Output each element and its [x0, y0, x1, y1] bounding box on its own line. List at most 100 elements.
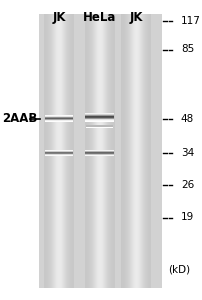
- Bar: [64, 14, 65, 288]
- Bar: [84, 121, 114, 122]
- Bar: [112, 14, 113, 288]
- Bar: [129, 14, 130, 288]
- Bar: [98, 14, 99, 288]
- Bar: [86, 14, 87, 288]
- Bar: [96, 14, 97, 288]
- Bar: [138, 14, 139, 288]
- Bar: [45, 14, 46, 288]
- Bar: [44, 14, 45, 288]
- Bar: [58, 14, 59, 288]
- Bar: [38, 14, 162, 288]
- Bar: [46, 14, 47, 288]
- Text: 48: 48: [180, 113, 193, 124]
- Bar: [92, 14, 93, 288]
- Bar: [90, 14, 91, 288]
- Bar: [109, 14, 110, 288]
- Bar: [53, 14, 54, 288]
- Bar: [95, 14, 96, 288]
- Bar: [100, 14, 101, 288]
- Bar: [50, 14, 51, 288]
- Bar: [65, 14, 66, 288]
- Bar: [51, 14, 52, 288]
- Bar: [69, 14, 70, 288]
- Bar: [70, 14, 71, 288]
- Bar: [134, 14, 135, 288]
- Bar: [124, 14, 125, 288]
- Bar: [68, 14, 69, 288]
- Bar: [102, 14, 103, 288]
- Bar: [127, 14, 128, 288]
- Text: HeLa: HeLa: [82, 11, 116, 24]
- Bar: [84, 112, 114, 113]
- Bar: [139, 14, 140, 288]
- Bar: [72, 14, 73, 288]
- Bar: [107, 14, 108, 288]
- Bar: [137, 14, 138, 288]
- Bar: [67, 14, 68, 288]
- Bar: [148, 14, 149, 288]
- Bar: [126, 14, 127, 288]
- Text: 2AAB: 2AAB: [2, 112, 37, 125]
- Bar: [125, 14, 126, 288]
- Bar: [60, 14, 61, 288]
- Bar: [130, 14, 131, 288]
- Bar: [63, 14, 64, 288]
- Text: JK: JK: [52, 11, 65, 24]
- Bar: [84, 115, 114, 116]
- Bar: [56, 14, 57, 288]
- Bar: [91, 14, 92, 288]
- Bar: [149, 14, 150, 288]
- Bar: [84, 119, 114, 120]
- Bar: [140, 14, 141, 288]
- Bar: [143, 14, 144, 288]
- Bar: [132, 14, 133, 288]
- Bar: [103, 14, 104, 288]
- Bar: [106, 14, 107, 288]
- Bar: [66, 14, 67, 288]
- Bar: [59, 14, 60, 288]
- Bar: [123, 14, 124, 288]
- Text: 19: 19: [180, 212, 193, 223]
- Bar: [84, 118, 114, 119]
- Bar: [128, 14, 129, 288]
- Bar: [89, 14, 90, 288]
- Bar: [93, 14, 94, 288]
- Bar: [110, 14, 111, 288]
- Bar: [84, 113, 114, 114]
- Text: JK: JK: [129, 11, 142, 24]
- Bar: [57, 14, 58, 288]
- Bar: [49, 14, 50, 288]
- Bar: [147, 14, 148, 288]
- Text: 85: 85: [180, 44, 193, 55]
- Bar: [73, 14, 74, 288]
- Bar: [135, 14, 136, 288]
- Bar: [94, 14, 95, 288]
- Bar: [84, 116, 114, 117]
- Bar: [87, 14, 88, 288]
- Bar: [108, 14, 109, 288]
- Bar: [131, 14, 132, 288]
- Bar: [136, 14, 137, 288]
- Bar: [85, 14, 86, 288]
- Bar: [104, 14, 105, 288]
- Bar: [84, 114, 114, 115]
- Bar: [142, 14, 143, 288]
- Bar: [111, 14, 112, 288]
- Bar: [84, 117, 114, 118]
- Bar: [122, 14, 123, 288]
- Bar: [97, 14, 98, 288]
- Bar: [54, 14, 55, 288]
- Bar: [71, 14, 72, 288]
- Bar: [146, 14, 147, 288]
- Bar: [84, 120, 114, 121]
- Bar: [84, 14, 85, 288]
- Bar: [105, 14, 106, 288]
- Bar: [62, 14, 63, 288]
- Bar: [47, 14, 48, 288]
- Bar: [52, 14, 53, 288]
- Bar: [55, 14, 56, 288]
- Bar: [144, 14, 145, 288]
- Text: (kD): (kD): [167, 265, 189, 275]
- Text: 26: 26: [180, 179, 193, 190]
- Bar: [121, 14, 122, 288]
